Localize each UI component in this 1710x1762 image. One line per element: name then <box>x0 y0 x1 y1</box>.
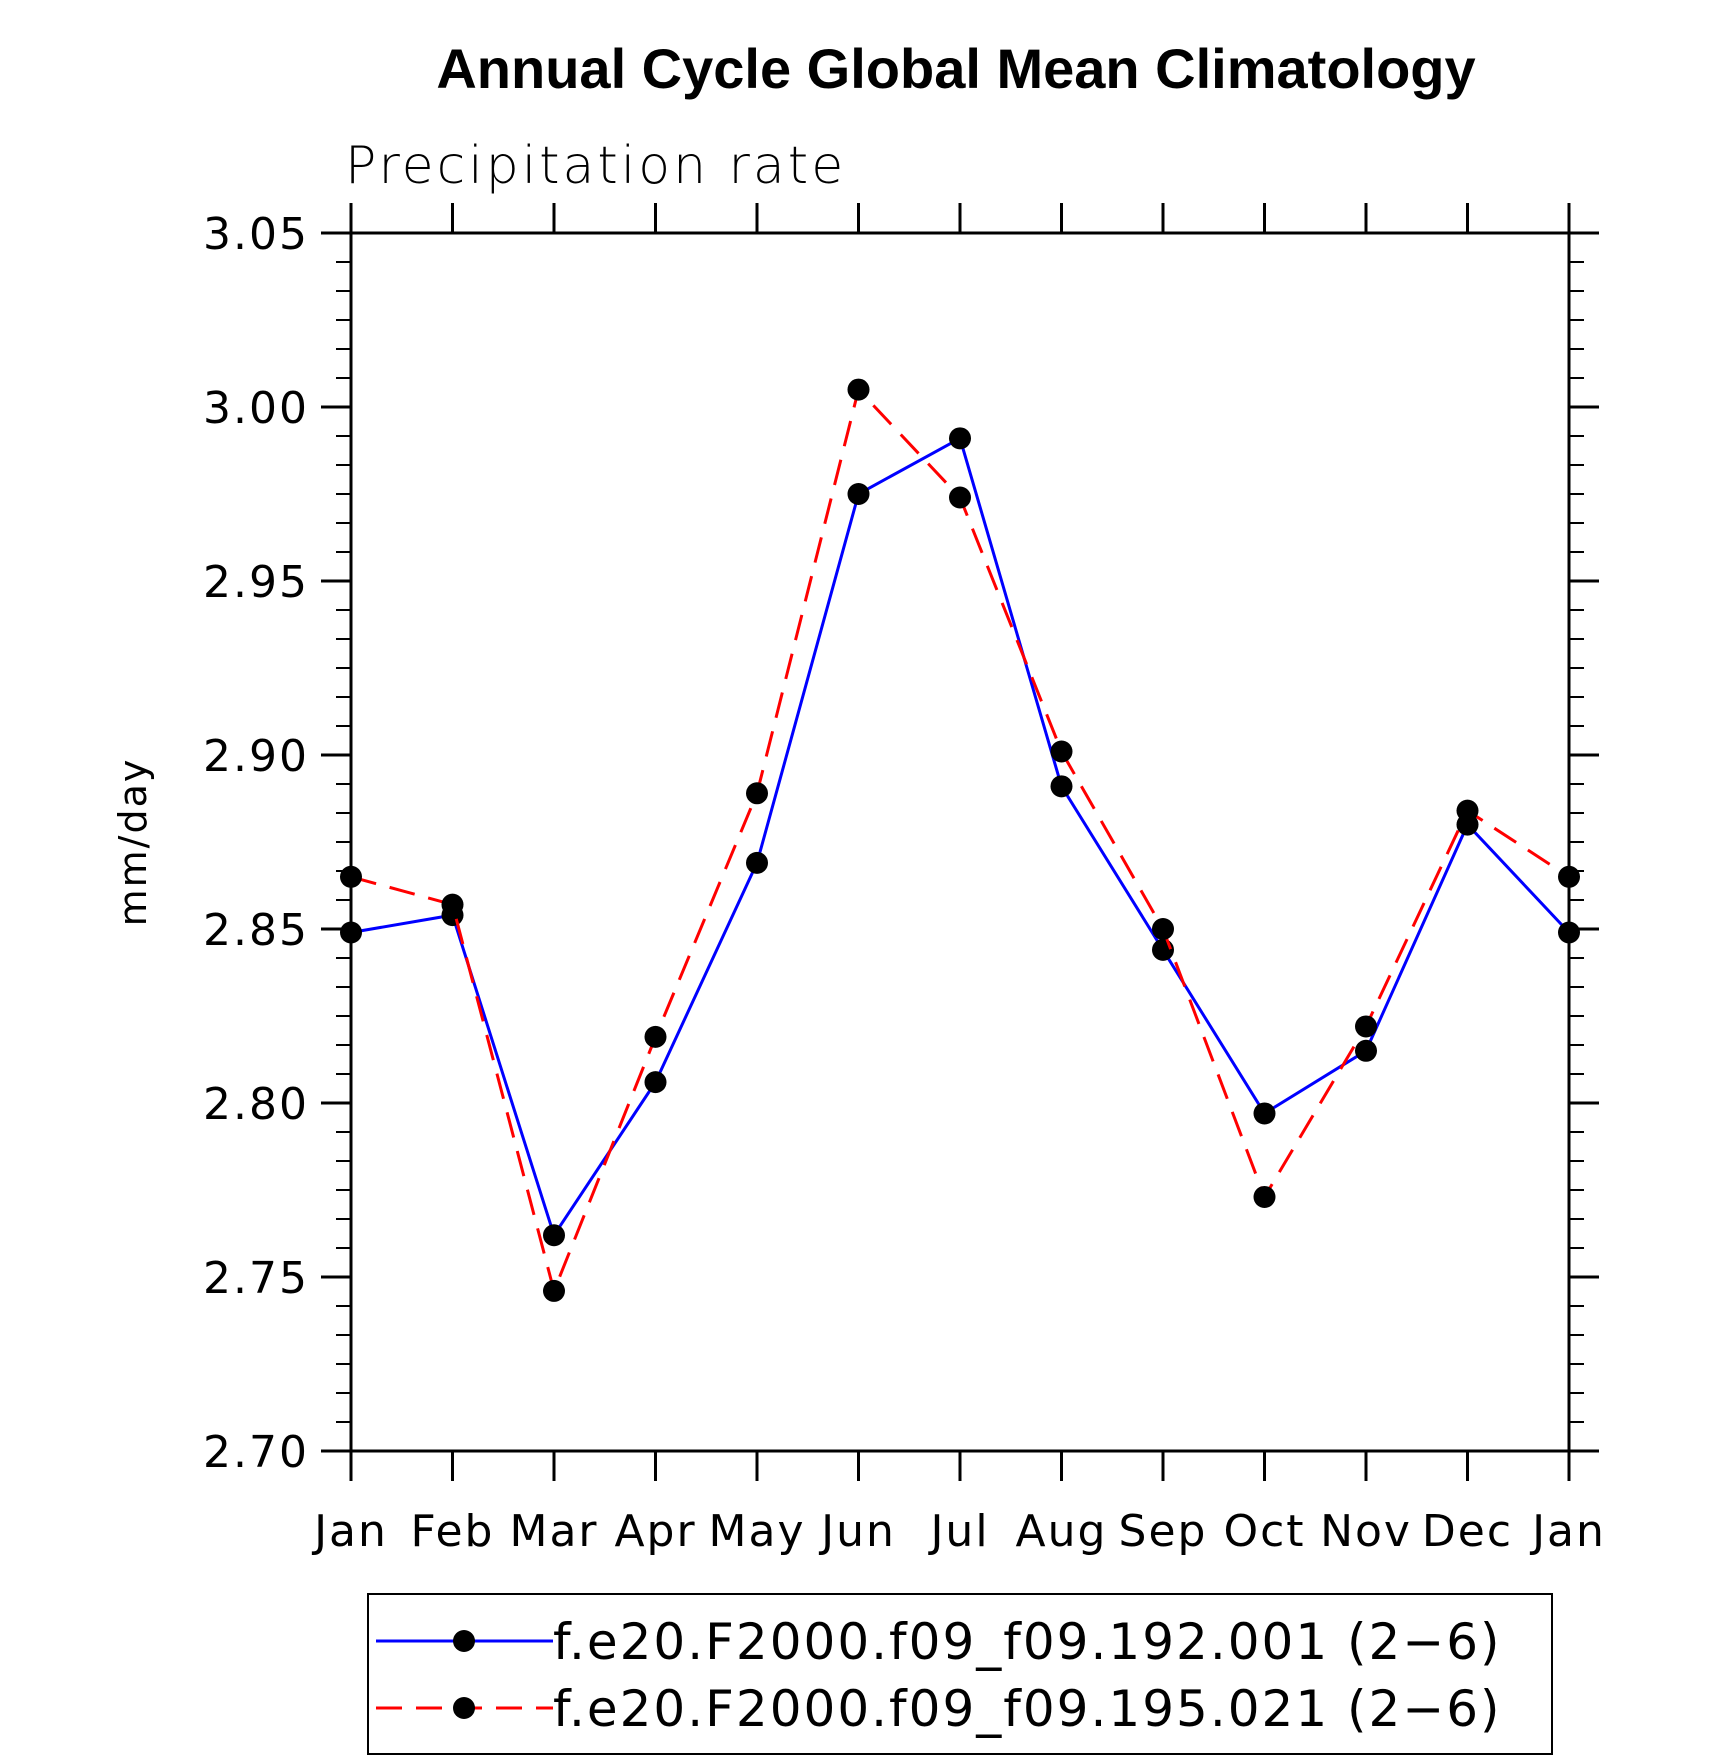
x-tick-label: Nov <box>1320 1506 1412 1557</box>
data-point <box>1050 775 1073 798</box>
data-point <box>746 782 768 805</box>
x-tick-label: Oct <box>1223 1506 1305 1557</box>
data-point <box>1355 1015 1377 1038</box>
x-tick-label: May <box>709 1506 806 1557</box>
series-layer <box>340 378 1580 1302</box>
series-line-2 <box>350 386 1570 1296</box>
data-point <box>644 1071 667 1094</box>
x-tick-label: Jan <box>311 1506 388 1557</box>
data-point <box>543 1279 565 1302</box>
data-point <box>1456 799 1479 822</box>
y-tick-label: 2.90 <box>203 731 309 782</box>
legend-swatch-marker <box>453 1697 475 1719</box>
y-tick-label: 3.00 <box>203 383 309 434</box>
y-tick-label: 2.70 <box>203 1427 309 1478</box>
chart-title: Annual Cycle Global Mean Climatology <box>436 37 1475 100</box>
x-tick-label: Jul <box>927 1506 989 1557</box>
y-tick-label: 2.80 <box>203 1079 309 1130</box>
y-tick-label: 2.75 <box>203 1253 309 1304</box>
y-tick-label: 3.05 <box>203 209 309 260</box>
axis-ticks: 2.70 2.75 2.80 2.85 2.90 2.95 3.00 3.05 Jan Feb Ma… <box>203 203 1606 1557</box>
y-tick-label: 2.85 <box>203 905 309 956</box>
x-tick-label: Jun <box>818 1506 896 1557</box>
data-point <box>1050 740 1073 763</box>
data-point <box>1152 918 1174 940</box>
data-point <box>949 486 971 509</box>
legend-entry-1: f.e20.F2000.f09_f09.192.001 (2−6) <box>376 1613 1502 1671</box>
data-point <box>1152 938 1174 961</box>
data-point <box>441 893 464 916</box>
x-tick-label: Aug <box>1016 1506 1108 1557</box>
y-axis-label: mm/day <box>111 758 155 927</box>
x-tick-label: Jan <box>1529 1506 1606 1557</box>
x-tick-label: Apr <box>614 1506 696 1557</box>
data-point <box>847 378 870 401</box>
legend-box <box>367 1593 1553 1755</box>
legend: f.e20.F2000.f09_f09.192.001 (2−6) f.e20.F… <box>367 1593 1553 1755</box>
chart-subtitle: Precipitation rate <box>345 136 846 196</box>
legend-entry-2: f.e20.F2000.f09_f09.195.021 (2−6) <box>376 1680 1502 1738</box>
series-1 <box>340 427 1580 1247</box>
data-point <box>746 851 768 874</box>
data-point <box>1355 1039 1377 1062</box>
x-tick-label: Sep <box>1119 1506 1208 1557</box>
data-point <box>1253 1102 1276 1125</box>
legend-label: f.e20.F2000.f09_f09.195.021 (2−6) <box>553 1680 1502 1738</box>
plot-frame <box>349 231 1571 1453</box>
legend-label: f.e20.F2000.f09_f09.192.001 (2−6) <box>553 1613 1502 1671</box>
data-point <box>847 483 870 505</box>
data-point <box>644 1025 667 1048</box>
legend-swatch-marker <box>453 1630 475 1652</box>
data-point <box>543 1224 565 1247</box>
data-point <box>949 427 971 450</box>
series-line-1 <box>350 436 1571 1239</box>
data-point <box>1253 1185 1276 1208</box>
x-tick-label: Feb <box>411 1506 495 1557</box>
x-tick-label: Dec <box>1422 1506 1513 1557</box>
series-2 <box>340 378 1580 1302</box>
x-tick-label: Mar <box>509 1506 598 1557</box>
y-tick-label: 2.95 <box>203 557 309 608</box>
